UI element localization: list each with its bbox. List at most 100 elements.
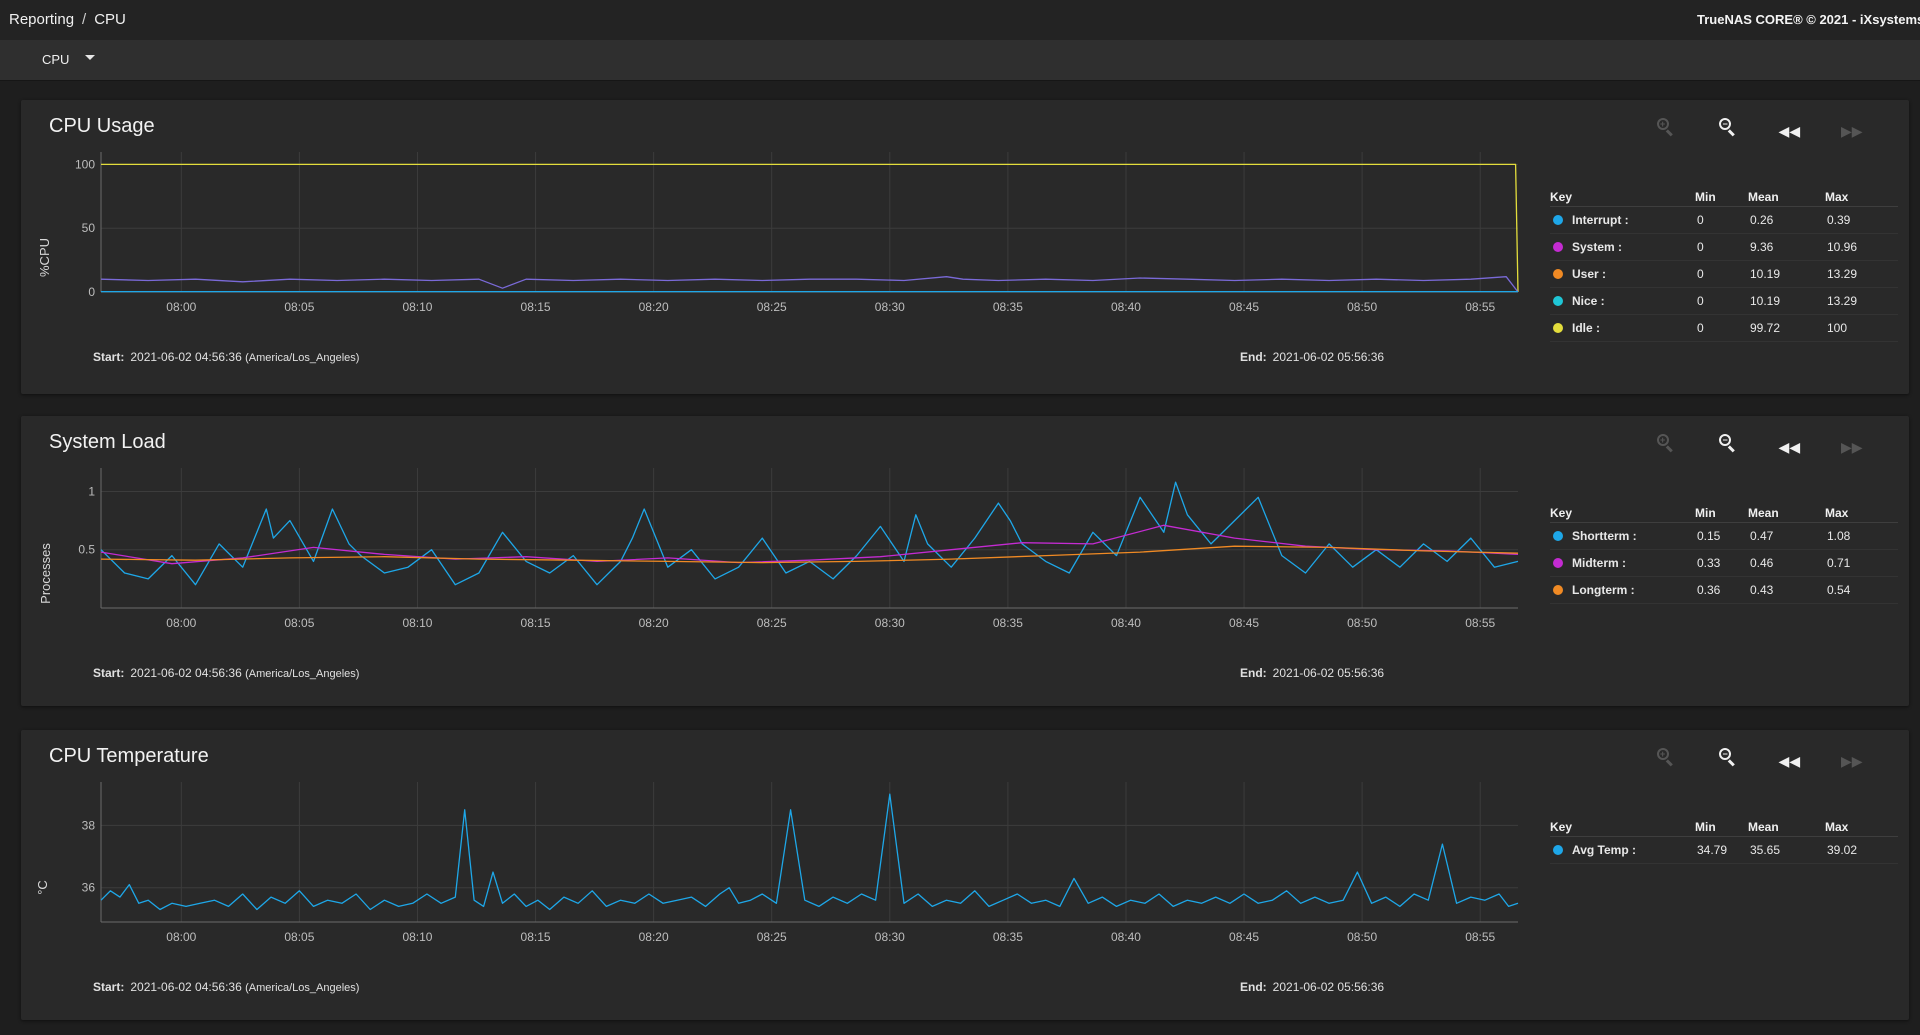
card-title: CPU Temperature <box>49 745 209 767</box>
start-value: 2021-06-02 04:56:36 <box>130 980 242 994</box>
series-line-idle <box>101 163 1519 293</box>
legend-series-name: User : <box>1572 267 1607 281</box>
legend-row[interactable]: Idle : 0 99.72 100 <box>1550 315 1898 342</box>
step-forward-button[interactable]: ▶▶ <box>1841 751 1863 771</box>
legend-min-value: 0 <box>1697 240 1704 254</box>
y-tick-label: 36 <box>82 881 96 895</box>
start-label: Start: <box>93 350 125 364</box>
start-value: 2021-06-02 04:56:36 <box>130 350 242 364</box>
zoom-out-button[interactable]: − <box>1716 116 1736 136</box>
legend-min-value: 0 <box>1697 213 1704 227</box>
legend-row[interactable]: Interrupt : 0 0.26 0.39 <box>1550 207 1898 234</box>
legend-row[interactable]: System : 0 9.36 10.96 <box>1550 234 1898 261</box>
zoom-in-button[interactable]: + <box>1654 432 1674 452</box>
x-tick-label: 08:40 <box>1111 300 1141 314</box>
system-load-chart[interactable]: 08:00 08:05 08:10 08:15 08:20 08:25 08:30 08:35… <box>21 466 1521 686</box>
legend-header-min: Min <box>1695 506 1716 520</box>
series-line-longterm <box>100 545 1519 564</box>
x-tick-label: 08:25 <box>757 300 787 314</box>
legend-series-name: Longterm : <box>1572 583 1635 597</box>
legend-color-swatch <box>1553 558 1563 568</box>
legend-min-value: 0 <box>1697 267 1704 281</box>
legend-min-value: 0.15 <box>1697 529 1721 543</box>
x-tick-label: 08:50 <box>1347 300 1377 314</box>
series-line-system <box>100 276 1519 293</box>
legend-min-value: 0 <box>1697 321 1704 335</box>
x-tick-label: 08:00 <box>166 616 196 630</box>
legend-mean-value: 10.19 <box>1750 267 1781 281</box>
x-tick-label: 08:55 <box>1465 930 1495 944</box>
chevron-down-icon <box>85 55 95 60</box>
legend-color-swatch <box>1553 269 1563 279</box>
legend-row[interactable]: Nice : 0 10.19 13.29 <box>1550 288 1898 315</box>
copyright-text[interactable]: TrueNAS CORE® © 2021 - iXsystems, I <box>1697 12 1920 27</box>
y-tick-label: 50 <box>82 221 96 235</box>
range-end: End: 2021-06-02 05:56:36 <box>1240 980 1384 994</box>
legend-row[interactable]: Shortterm : 0.15 0.47 1.08 <box>1550 523 1898 550</box>
report-type-select[interactable]: CPU <box>42 52 95 67</box>
x-tick-label: 08:50 <box>1347 616 1377 630</box>
start-label: Start: <box>93 980 125 994</box>
breadcrumb-cpu: CPU <box>94 11 126 28</box>
zoom-out-button[interactable]: − <box>1716 746 1736 766</box>
legend-mean-value: 10.19 <box>1750 294 1781 308</box>
zoom-in-button[interactable]: + <box>1654 746 1674 766</box>
legend-mean-value: 0.43 <box>1750 583 1774 597</box>
x-tick-label: 08:05 <box>284 930 314 944</box>
legend-max-value: 0.54 <box>1827 583 1851 597</box>
step-back-button[interactable]: ◀◀ <box>1779 121 1801 141</box>
step-forward-button[interactable]: ▶▶ <box>1841 121 1863 141</box>
x-tick-label: 08:10 <box>402 300 432 314</box>
chart-toolbar: + − ◀◀ ▶▶ <box>1616 432 1863 457</box>
legend-max-value: 13.29 <box>1827 294 1858 308</box>
report-type-value: CPU <box>42 52 70 67</box>
legend-row[interactable]: Avg Temp : 34.79 35.65 39.02 <box>1550 837 1898 864</box>
legend-min-value: 0 <box>1697 294 1704 308</box>
legend-mean-value: 0.26 <box>1750 213 1774 227</box>
x-tick-label: 08:35 <box>993 300 1023 314</box>
legend-series-name: Shortterm : <box>1572 529 1637 543</box>
legend-header-max: Max <box>1825 506 1849 520</box>
chart-toolbar: + − ◀◀ ▶▶ <box>1616 116 1863 141</box>
legend-min-value: 0.36 <box>1697 583 1721 597</box>
breadcrumb-separator: / <box>82 11 87 28</box>
legend-series-name: Midterm : <box>1572 556 1626 570</box>
chart-legend: Key Min Mean Max Avg Temp : 34.79 35.65 39.02 <box>1550 818 1898 864</box>
legend-series-name: Nice : <box>1572 294 1605 308</box>
legend-max-value: 39.02 <box>1827 843 1858 857</box>
legend-color-swatch <box>1553 845 1563 855</box>
breadcrumb: Reporting / CPU <box>9 11 126 28</box>
legend-row[interactable]: User : 0 10.19 13.29 <box>1550 261 1898 288</box>
x-tick-label: 08:35 <box>993 616 1023 630</box>
breadcrumb-reporting[interactable]: Reporting <box>9 11 75 28</box>
zoom-in-button[interactable]: + <box>1654 116 1674 136</box>
legend-header-mean: Mean <box>1748 820 1779 834</box>
legend-row[interactable]: Longterm : 0.36 0.43 0.54 <box>1550 577 1898 604</box>
legend-color-swatch <box>1553 242 1563 252</box>
zoom-out-button[interactable]: − <box>1716 432 1736 452</box>
series-line-midterm <box>100 524 1519 565</box>
legend-row[interactable]: Midterm : 0.33 0.46 0.71 <box>1550 550 1898 577</box>
cpu-temperature-chart[interactable]: 08:00 08:05 08:10 08:15 08:20 08:25 08:30 08:35… <box>21 780 1521 1000</box>
x-tick-label: 08:40 <box>1111 930 1141 944</box>
x-tick-label: 08:45 <box>1229 930 1259 944</box>
chart-legend: Key Min Mean Max Interrupt : 0 0.26 0.39 System … <box>1550 188 1898 342</box>
legend-header-max: Max <box>1825 820 1849 834</box>
legend-series-name: Avg Temp : <box>1572 843 1637 857</box>
start-value: 2021-06-02 04:56:36 <box>130 666 242 680</box>
legend-max-value: 13.29 <box>1827 267 1858 281</box>
end-label: End: <box>1240 350 1267 364</box>
series-line-avg-temp <box>100 793 1519 911</box>
x-tick-label: 08:55 <box>1465 616 1495 630</box>
step-back-button[interactable]: ◀◀ <box>1779 751 1801 771</box>
step-forward-button[interactable]: ▶▶ <box>1841 437 1863 457</box>
legend-min-value: 34.79 <box>1697 843 1728 857</box>
legend-header-mean: Mean <box>1748 190 1779 204</box>
legend-mean-value: 0.47 <box>1750 529 1774 543</box>
end-value: 2021-06-02 05:56:36 <box>1272 350 1385 364</box>
x-tick-label: 08:20 <box>639 930 669 944</box>
cpu-usage-chart[interactable]: 08:00 08:05 08:10 08:15 08:20 08:25 08:30 08:35… <box>21 150 1521 370</box>
legend-header: Key Min Mean Max <box>1550 188 1898 207</box>
step-back-button[interactable]: ◀◀ <box>1779 437 1801 457</box>
legend-color-swatch <box>1553 215 1563 225</box>
